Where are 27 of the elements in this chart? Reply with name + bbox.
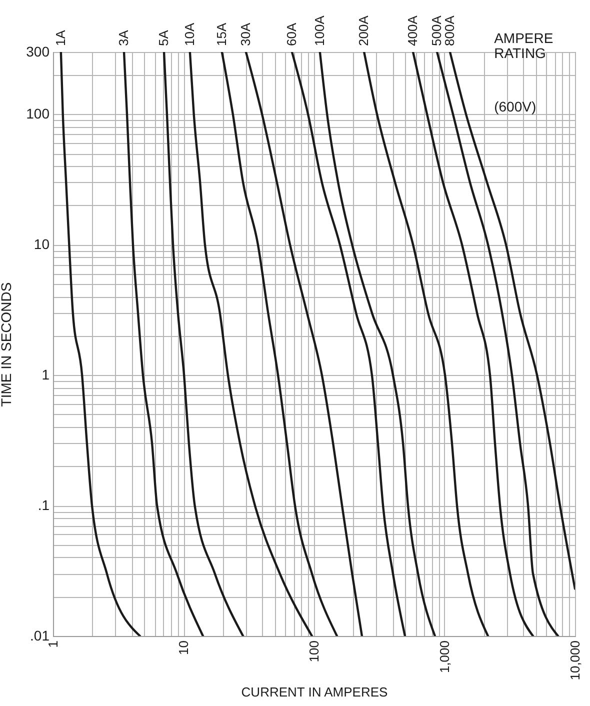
- annotation: (600V): [494, 98, 536, 114]
- x-tick-label: 10: [176, 640, 191, 655]
- y-tick-label: 100: [26, 106, 50, 122]
- text: 800A: [442, 15, 458, 46]
- x-tick-label: 100: [306, 640, 322, 662]
- x-tick-label: 10,000: [568, 640, 582, 680]
- y-tick-label: .1: [38, 497, 50, 514]
- y-axis-title: TIME IN SECONDS: [0, 282, 14, 407]
- text: 3A: [116, 30, 131, 46]
- y-tick-label: 10: [34, 236, 50, 252]
- x-tick-label: 1,000: [437, 640, 452, 674]
- x-tick-label: 1: [46, 640, 60, 648]
- text: 30A: [238, 22, 253, 46]
- y-tick-label: 300: [26, 44, 50, 60]
- text: 10A: [182, 22, 197, 46]
- text: 5A: [156, 30, 172, 46]
- text: 200A: [356, 15, 372, 46]
- text: 500A: [429, 15, 444, 46]
- text: 400A: [405, 15, 420, 46]
- text: 15A: [214, 22, 229, 46]
- y-tick-label: 1: [42, 366, 50, 383]
- text: 100A: [312, 15, 327, 46]
- text: 1A: [52, 30, 68, 46]
- legend-title: AMPERE RATING: [494, 30, 554, 61]
- y-tick-label: .01: [30, 628, 50, 644]
- text: 60A: [284, 22, 299, 46]
- x-axis-title: CURRENT IN AMPERES: [241, 684, 388, 700]
